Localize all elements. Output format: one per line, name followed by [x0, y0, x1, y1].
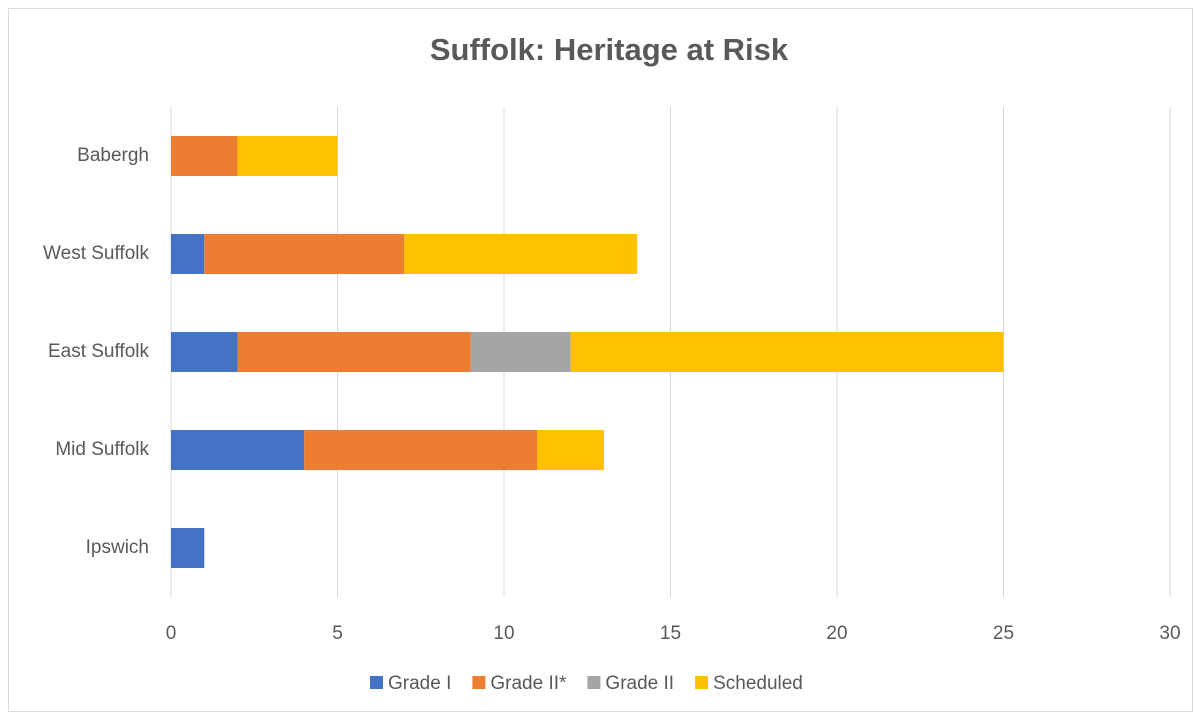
x-tick-label: 15	[660, 623, 681, 644]
bar-segment	[171, 332, 238, 372]
x-tick-label: 30	[1159, 623, 1180, 644]
chart-title: Suffolk: Heritage at Risk	[430, 32, 789, 67]
y-tick-label: Mid Suffolk	[55, 439, 149, 460]
y-tick-label: West Suffolk	[43, 243, 149, 264]
bar-segment	[171, 136, 238, 176]
y-tick-label: Ipswich	[86, 537, 149, 558]
x-tick-label: 5	[332, 623, 343, 644]
bar-segment	[171, 528, 205, 568]
x-tick-label: 25	[993, 623, 1014, 644]
bar-segment	[570, 332, 1004, 372]
legend-label: Grade II*	[490, 673, 567, 694]
y-tick-label: East Suffolk	[48, 341, 150, 362]
bar-segment	[404, 234, 638, 274]
legend-swatch	[472, 676, 486, 689]
legend-label: Scheduled	[713, 673, 803, 694]
legend-swatch	[587, 676, 601, 689]
y-tick-label: Babergh	[77, 145, 149, 166]
bar-segment	[237, 136, 338, 176]
legend-label: Grade I	[388, 673, 451, 694]
legend-label: Grade II	[605, 673, 674, 694]
x-tick-label: 10	[493, 623, 514, 644]
legend-swatch	[370, 676, 383, 689]
bar-segment	[537, 430, 604, 470]
bar-segment	[304, 430, 538, 470]
bar-segment	[237, 332, 471, 372]
bar-segment	[171, 234, 205, 274]
bar-segment	[171, 430, 305, 470]
x-tick-label: 0	[166, 623, 177, 644]
bar-segment	[470, 332, 571, 372]
x-tick-label: 20	[826, 623, 847, 644]
legend-swatch	[695, 676, 709, 689]
bar-segment	[204, 234, 405, 274]
